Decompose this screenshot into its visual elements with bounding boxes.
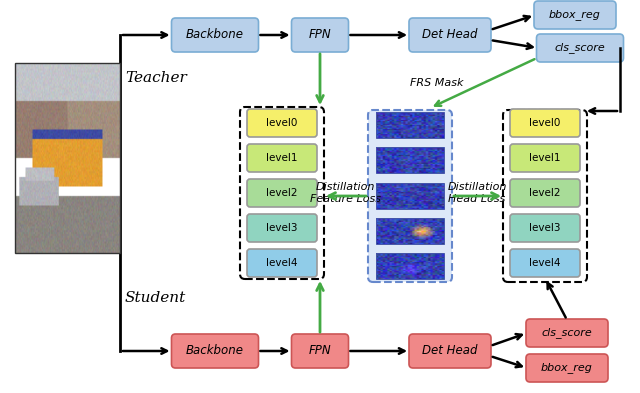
- Text: FRS Mask: FRS Mask: [410, 78, 463, 88]
- Text: bbox_reg: bbox_reg: [541, 363, 593, 373]
- Text: Student: Student: [125, 291, 186, 305]
- Text: level1: level1: [529, 153, 561, 163]
- FancyBboxPatch shape: [409, 18, 491, 52]
- Text: Teacher: Teacher: [125, 71, 187, 85]
- Text: level1: level1: [266, 153, 298, 163]
- Text: bbox_reg: bbox_reg: [549, 9, 601, 20]
- Text: Backbone: Backbone: [186, 29, 244, 42]
- FancyBboxPatch shape: [534, 1, 616, 29]
- Text: level3: level3: [266, 223, 298, 233]
- Text: level2: level2: [266, 188, 298, 198]
- FancyBboxPatch shape: [247, 214, 317, 242]
- FancyBboxPatch shape: [172, 18, 259, 52]
- Text: cls_score: cls_score: [555, 42, 605, 53]
- FancyBboxPatch shape: [510, 214, 580, 242]
- FancyBboxPatch shape: [503, 110, 587, 282]
- FancyBboxPatch shape: [510, 249, 580, 277]
- Text: cls_score: cls_score: [541, 327, 593, 338]
- FancyBboxPatch shape: [247, 109, 317, 137]
- FancyBboxPatch shape: [240, 107, 324, 279]
- FancyBboxPatch shape: [526, 319, 608, 347]
- Text: Det Head: Det Head: [422, 345, 477, 358]
- FancyBboxPatch shape: [291, 334, 349, 368]
- Text: level4: level4: [529, 258, 561, 268]
- FancyBboxPatch shape: [526, 354, 608, 382]
- Text: level4: level4: [266, 258, 298, 268]
- FancyBboxPatch shape: [409, 334, 491, 368]
- Text: Det Head: Det Head: [422, 29, 477, 42]
- FancyBboxPatch shape: [510, 144, 580, 172]
- Text: level0: level0: [266, 118, 298, 128]
- Text: Distillation
Feature Loss: Distillation Feature Loss: [310, 182, 381, 204]
- FancyBboxPatch shape: [247, 179, 317, 207]
- FancyBboxPatch shape: [510, 179, 580, 207]
- FancyBboxPatch shape: [291, 18, 349, 52]
- FancyBboxPatch shape: [247, 144, 317, 172]
- FancyBboxPatch shape: [247, 249, 317, 277]
- Text: level2: level2: [529, 188, 561, 198]
- FancyBboxPatch shape: [536, 34, 623, 62]
- FancyBboxPatch shape: [510, 109, 580, 137]
- Text: FPN: FPN: [308, 29, 332, 42]
- Text: Backbone: Backbone: [186, 345, 244, 358]
- Text: FPN: FPN: [308, 345, 332, 358]
- FancyBboxPatch shape: [172, 334, 259, 368]
- Text: Distillation
Head Loss: Distillation Head Loss: [447, 182, 507, 204]
- Text: level3: level3: [529, 223, 561, 233]
- FancyBboxPatch shape: [368, 110, 452, 282]
- Text: level0: level0: [529, 118, 561, 128]
